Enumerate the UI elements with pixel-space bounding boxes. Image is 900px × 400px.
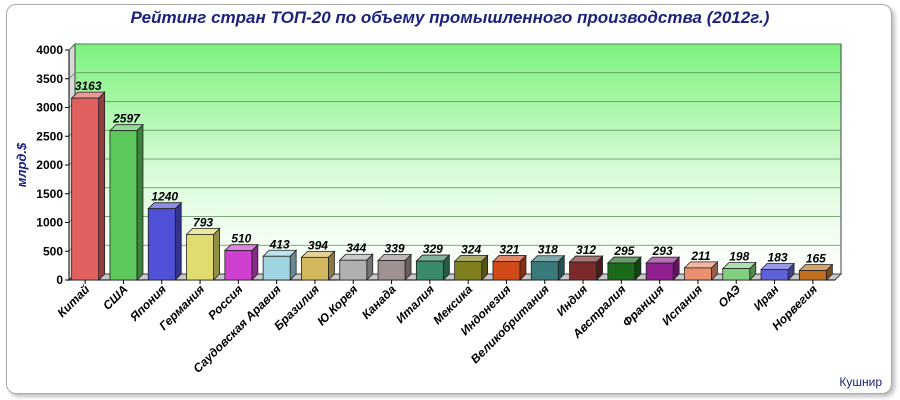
bar-front bbox=[224, 250, 253, 281]
bar bbox=[683, 260, 719, 281]
bar-front bbox=[415, 260, 444, 281]
bar-side bbox=[174, 201, 182, 281]
y-tick-label: 2500 bbox=[36, 129, 63, 143]
data-label: 321 bbox=[499, 243, 519, 257]
gridline-wall bbox=[68, 72, 76, 80]
y-tick-label: 2000 bbox=[36, 158, 63, 172]
bar-side bbox=[98, 91, 106, 281]
data-label: 2597 bbox=[112, 112, 141, 126]
data-label: 413 bbox=[269, 237, 290, 251]
y-tick-label: 0 bbox=[56, 273, 63, 287]
bar-front bbox=[109, 130, 138, 281]
plot-area: 0 500 1000 1500 2000 2500 3000 3500 4000 3163 Кита… bbox=[36, 42, 843, 376]
bar-front bbox=[339, 259, 368, 281]
x-tick-label: Франция bbox=[620, 282, 667, 329]
bar-side bbox=[136, 123, 144, 281]
gridline-wall bbox=[68, 43, 76, 51]
bar-front bbox=[684, 267, 712, 281]
x-tick-label: Италия bbox=[393, 282, 437, 326]
bar bbox=[606, 256, 642, 281]
data-label: 165 bbox=[806, 252, 826, 266]
bar-side bbox=[213, 227, 220, 281]
data-label: 339 bbox=[385, 242, 405, 256]
bar-front bbox=[492, 261, 521, 281]
bar bbox=[377, 253, 413, 281]
data-label: 318 bbox=[538, 243, 558, 257]
data-label: 344 bbox=[346, 241, 366, 255]
bar bbox=[415, 254, 451, 281]
bar-front bbox=[607, 262, 636, 281]
bar bbox=[530, 254, 566, 281]
bar-front bbox=[147, 208, 176, 281]
bar-front bbox=[530, 261, 559, 281]
x-tick-label: Индия bbox=[554, 282, 591, 319]
y-tick-label: 3500 bbox=[36, 72, 63, 86]
bar-front bbox=[377, 260, 406, 281]
bar bbox=[147, 201, 183, 281]
bar-front bbox=[569, 261, 597, 281]
y-axis-label: млрд.$ bbox=[14, 142, 29, 187]
bar bbox=[645, 256, 681, 281]
y-tick-label: 1500 bbox=[36, 187, 63, 201]
y-tick-label: 500 bbox=[43, 244, 63, 258]
x-tick-label: Иран bbox=[751, 282, 783, 314]
data-label: 329 bbox=[423, 242, 443, 256]
bar bbox=[721, 261, 757, 281]
data-label: 793 bbox=[193, 215, 213, 229]
bar-front bbox=[262, 255, 291, 281]
data-label: 324 bbox=[461, 242, 481, 256]
y-tick-label: 4000 bbox=[36, 43, 63, 57]
y-tick-label: 3000 bbox=[36, 101, 63, 115]
data-label: 295 bbox=[613, 244, 634, 258]
bar-front bbox=[722, 268, 751, 281]
bar-front bbox=[798, 270, 827, 281]
data-label: 183 bbox=[768, 250, 788, 264]
bar bbox=[185, 227, 221, 281]
data-label: 3163 bbox=[75, 79, 102, 93]
x-tick-label: Китай bbox=[55, 282, 93, 320]
bar bbox=[300, 250, 336, 281]
bar-front bbox=[71, 97, 100, 281]
data-label: 211 bbox=[690, 249, 710, 263]
x-tick-label: ОАЭ bbox=[715, 282, 743, 310]
credit-text: Кушнир bbox=[839, 375, 882, 389]
bar bbox=[568, 255, 604, 281]
bar bbox=[108, 123, 144, 281]
bar bbox=[798, 263, 834, 281]
bar bbox=[760, 262, 796, 281]
bar-front bbox=[645, 262, 674, 281]
data-label: 1240 bbox=[151, 190, 178, 204]
data-label: 312 bbox=[576, 243, 596, 257]
bar-front bbox=[760, 269, 789, 281]
x-tick-label: Ю.Корея bbox=[314, 282, 360, 328]
bar-front bbox=[301, 256, 329, 281]
x-tick-label: США bbox=[100, 282, 130, 312]
bar-front bbox=[454, 260, 483, 281]
bar-front bbox=[186, 234, 214, 281]
x-tick-label: Испания bbox=[659, 282, 705, 328]
y-tick-label: 1000 bbox=[36, 216, 63, 230]
data-label: 293 bbox=[652, 244, 673, 258]
bar bbox=[338, 253, 374, 281]
bar bbox=[223, 243, 259, 281]
data-label: 394 bbox=[308, 238, 328, 252]
bar bbox=[262, 249, 298, 281]
bar bbox=[70, 91, 106, 281]
data-label: 198 bbox=[729, 250, 749, 264]
bar bbox=[491, 254, 527, 281]
bar bbox=[453, 254, 489, 281]
chart-title: Рейтинг стран ТОП-20 по объему промышлен… bbox=[131, 8, 770, 27]
data-label: 510 bbox=[231, 232, 251, 246]
